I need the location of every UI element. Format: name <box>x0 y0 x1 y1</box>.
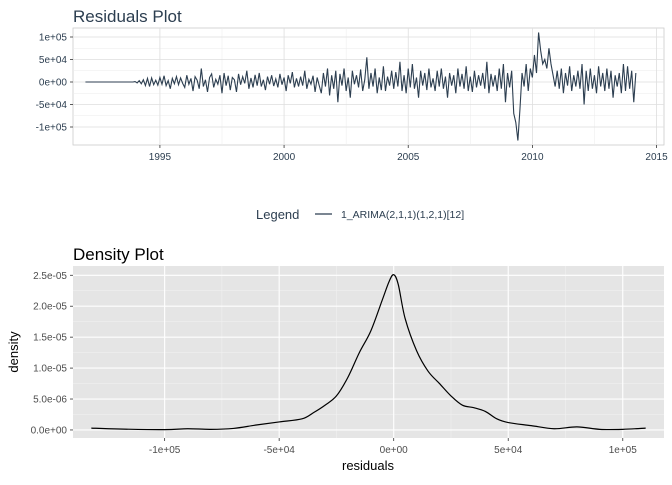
residuals-y-ticks: -1e+05 -5e+04 0e+00 5e+04 1e+05 <box>36 33 73 134</box>
residuals-x-tick-label: 2005 <box>397 152 420 163</box>
density-y-tick-label: 5.0e-06 <box>33 395 67 406</box>
density-chart: Density Plot 0.0e+00 5.0e-06 1.0e-05 1.5e-0… <box>6 245 664 473</box>
density-y-ticks: 0.0e+00 5.0e-06 1.0e-05 1.5e-05 2.0e-05 2.5e-… <box>31 271 73 436</box>
residuals-y-tick-label: 1e+05 <box>39 33 68 44</box>
density-y-tick-label: 2.0e-05 <box>33 302 67 313</box>
density-x-tick-label: 1e+05 <box>609 445 638 456</box>
density-x-tick-label: 0e+00 <box>380 445 409 456</box>
residuals-y-tick-label: 0e+00 <box>39 78 68 89</box>
residuals-grid <box>73 28 664 145</box>
residuals-x-tick-label: 2015 <box>645 152 668 163</box>
legend-title: Legend <box>256 207 299 222</box>
legend-entry-label: 1_ARIMA(2,1,1)(1,2,1)[12] <box>341 209 464 221</box>
density-y-tick-label: 1.0e-05 <box>33 364 67 375</box>
legend: Legend 1_ARIMA(2,1,1)(1,2,1)[12] <box>256 207 464 222</box>
density-x-tick-label: 5e+04 <box>494 445 523 456</box>
density-curve <box>91 274 646 431</box>
residuals-y-tick-label: 5e+04 <box>39 55 68 66</box>
density-x-axis-label: residuals <box>342 458 395 473</box>
residuals-x-tick-label: 1995 <box>149 152 172 163</box>
density-panel <box>73 266 664 438</box>
residuals-x-tick-label: 2000 <box>273 152 296 163</box>
density-y-axis-label: density <box>6 331 21 373</box>
density-y-tick-label: 2.5e-05 <box>33 271 67 282</box>
density-title: Density Plot <box>73 245 164 264</box>
residuals-x-ticks: 1995 2000 2005 2010 2015 <box>149 145 668 163</box>
density-x-tick-label: -1e+05 <box>149 445 181 456</box>
residuals-series-line <box>85 32 637 141</box>
density-x-ticks: -1e+05 -5e+04 0e+00 5e+04 1e+05 <box>149 438 637 456</box>
residuals-x-tick-label: 2010 <box>521 152 544 163</box>
residuals-y-tick-label: -5e+04 <box>36 100 68 111</box>
density-y-tick-label: 0.0e+00 <box>31 425 68 436</box>
residuals-chart: Residuals Plot -1e+05 -5e+04 0e+00 5e+04 1e+… <box>36 7 669 163</box>
density-grid <box>73 266 664 438</box>
residuals-y-tick-label: -1e+05 <box>36 123 68 134</box>
residuals-title: Residuals Plot <box>73 7 182 26</box>
density-y-tick-label: 1.5e-05 <box>33 333 67 344</box>
density-x-tick-label: -5e+04 <box>263 445 295 456</box>
